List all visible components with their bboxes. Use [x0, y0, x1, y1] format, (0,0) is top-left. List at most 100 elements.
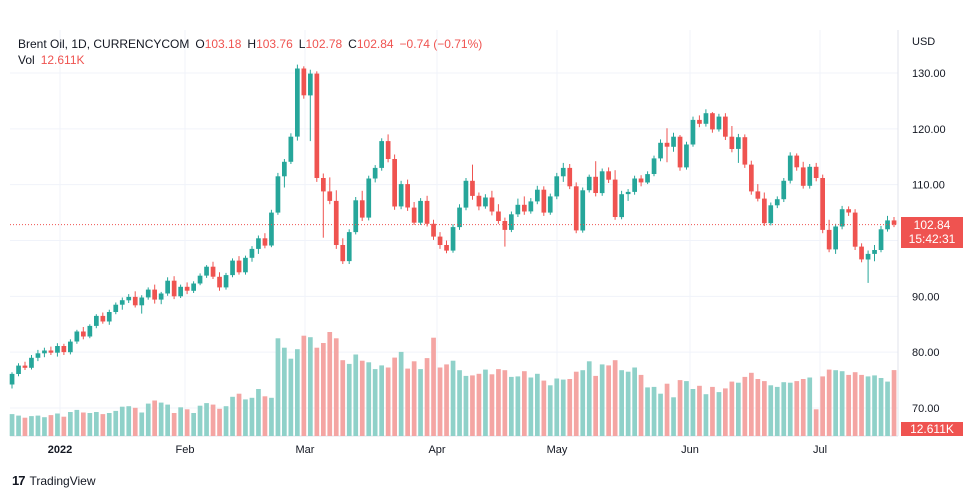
- candle-body: [35, 353, 41, 358]
- candle: [606, 167, 611, 183]
- volume-bar: [411, 361, 417, 436]
- candle: [567, 164, 573, 190]
- tradingview-brand[interactable]: 17 TradingView: [12, 473, 96, 488]
- volume-bar: [515, 376, 521, 436]
- candle-body: [560, 167, 566, 177]
- candle-body: [677, 136, 683, 168]
- candle: [496, 204, 501, 224]
- candle: [269, 209, 274, 248]
- candle-body: [658, 142, 663, 159]
- volume-bar: [392, 357, 397, 436]
- volume-bar: [340, 360, 346, 436]
- candle-body: [612, 179, 618, 217]
- volume-bar: [437, 367, 443, 436]
- candle: [697, 115, 702, 128]
- candle-body: [794, 155, 800, 168]
- volume-bar: [768, 385, 774, 436]
- volume-bar: [820, 376, 825, 436]
- time-tick-label: Mar: [296, 444, 315, 456]
- candle-body: [288, 136, 294, 162]
- candle: [152, 284, 157, 304]
- time-tick-label: Jul: [813, 444, 827, 456]
- volume-bar: [301, 335, 307, 436]
- candle-body: [333, 200, 339, 245]
- volume-bar: [217, 408, 222, 436]
- candle: [716, 113, 722, 132]
- candle-body: [424, 200, 430, 224]
- candle-body: [476, 195, 482, 207]
- candle-body: [826, 229, 832, 250]
- candle: [29, 355, 34, 370]
- volume-bar: [346, 363, 352, 436]
- candle: [340, 238, 346, 264]
- candle-body: [755, 191, 761, 199]
- last-price-badge: 102.84 15:42:31: [901, 217, 963, 248]
- volume-bar: [839, 371, 845, 436]
- candle-body: [94, 315, 99, 326]
- volume-bar: [865, 376, 871, 436]
- candle: [22, 361, 28, 370]
- candle: [106, 309, 112, 325]
- symbol-title[interactable]: Brent Oil, 1D, CURRENCYCOM: [18, 37, 190, 51]
- volume-bar: [684, 381, 689, 436]
- volume-bar: [463, 375, 469, 436]
- candle: [632, 175, 637, 195]
- last-volume-badge: 12.611K: [901, 422, 963, 436]
- candle-body: [379, 141, 384, 168]
- volume-bar: [87, 413, 93, 436]
- candle-body: [800, 167, 806, 186]
- candle-body: [774, 199, 780, 206]
- volume-bar: [723, 388, 728, 436]
- candle-body: [204, 266, 209, 276]
- candle-body: [502, 221, 508, 230]
- candle: [301, 66, 307, 99]
- candle: [81, 327, 86, 340]
- candle-body: [42, 350, 47, 354]
- candle: [405, 179, 410, 211]
- candle-body: [87, 325, 93, 337]
- volume-label[interactable]: Vol: [18, 53, 35, 67]
- volume-bar: [457, 370, 462, 436]
- candle-body: [645, 174, 650, 183]
- candle: [353, 197, 359, 235]
- volume-bar: [55, 413, 60, 436]
- candle-body: [282, 161, 287, 177]
- candle-body: [184, 286, 190, 291]
- candle: [359, 190, 365, 221]
- candle: [379, 138, 384, 171]
- volume-bar: [573, 371, 579, 436]
- candle-body: [74, 331, 80, 342]
- candle: [703, 109, 709, 127]
- volume-bar: [885, 381, 890, 436]
- volume-bar: [158, 402, 164, 436]
- candle-body: [885, 220, 890, 230]
- candle: [891, 217, 897, 228]
- candle: [619, 190, 624, 220]
- candle-body: [295, 68, 300, 137]
- candle-body: [359, 200, 365, 218]
- candle-body: [398, 184, 404, 207]
- candle-body: [593, 176, 598, 193]
- candle-body: [9, 373, 15, 385]
- candle: [768, 202, 774, 226]
- volume-bar: [736, 382, 741, 436]
- low-label: L: [298, 37, 306, 51]
- candle-body: [437, 236, 443, 245]
- volume-bar: [651, 386, 657, 436]
- price-tick-label: 70.00: [912, 403, 940, 415]
- candle: [690, 116, 696, 147]
- candle: [197, 273, 203, 286]
- candle: [171, 276, 177, 300]
- volume-bar: [197, 405, 203, 436]
- volume-bar: [275, 338, 281, 436]
- candle-body: [392, 159, 397, 207]
- candle: [165, 277, 170, 296]
- candle-body: [197, 275, 203, 284]
- volume-bar: [35, 415, 41, 436]
- candle: [236, 256, 242, 275]
- volume-bar: [126, 406, 132, 436]
- volume-bar: [418, 369, 423, 436]
- candle: [288, 133, 294, 164]
- candle-body: [833, 226, 838, 250]
